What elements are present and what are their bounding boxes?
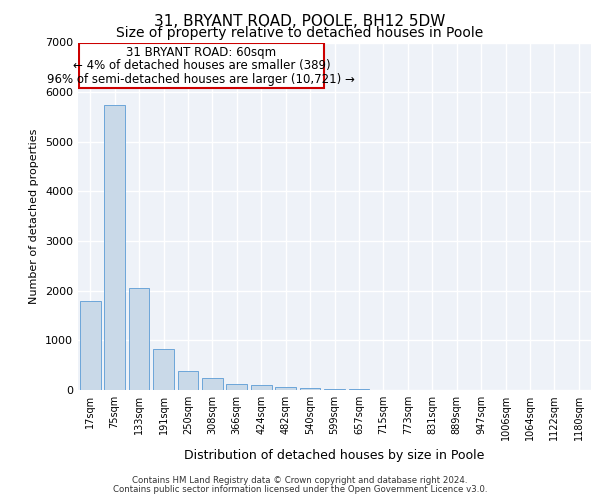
Text: 96% of semi-detached houses are larger (10,721) →: 96% of semi-detached houses are larger (… [47,72,355,86]
Bar [299,388,320,390]
FancyBboxPatch shape [79,42,323,88]
Text: Size of property relative to detached houses in Poole: Size of property relative to detached ho… [116,26,484,40]
Bar [324,388,345,390]
Bar [349,389,370,390]
Bar [275,386,296,390]
Bar [178,370,199,390]
X-axis label: Distribution of detached houses by size in Poole: Distribution of detached houses by size … [184,448,485,462]
Bar [80,300,101,390]
Bar [226,384,247,390]
Text: 31, BRYANT ROAD, POOLE, BH12 5DW: 31, BRYANT ROAD, POOLE, BH12 5DW [154,14,446,29]
Text: Contains HM Land Registry data © Crown copyright and database right 2024.: Contains HM Land Registry data © Crown c… [132,476,468,485]
Bar [251,385,272,390]
Bar [153,349,174,390]
Text: 31 BRYANT ROAD: 60sqm: 31 BRYANT ROAD: 60sqm [127,46,277,59]
Bar [128,288,149,390]
Text: Contains public sector information licensed under the Open Government Licence v3: Contains public sector information licen… [113,484,487,494]
Y-axis label: Number of detached properties: Number of detached properties [29,128,40,304]
Bar [104,104,125,390]
Bar [202,378,223,390]
Text: ← 4% of detached houses are smaller (389): ← 4% of detached houses are smaller (389… [73,59,330,72]
